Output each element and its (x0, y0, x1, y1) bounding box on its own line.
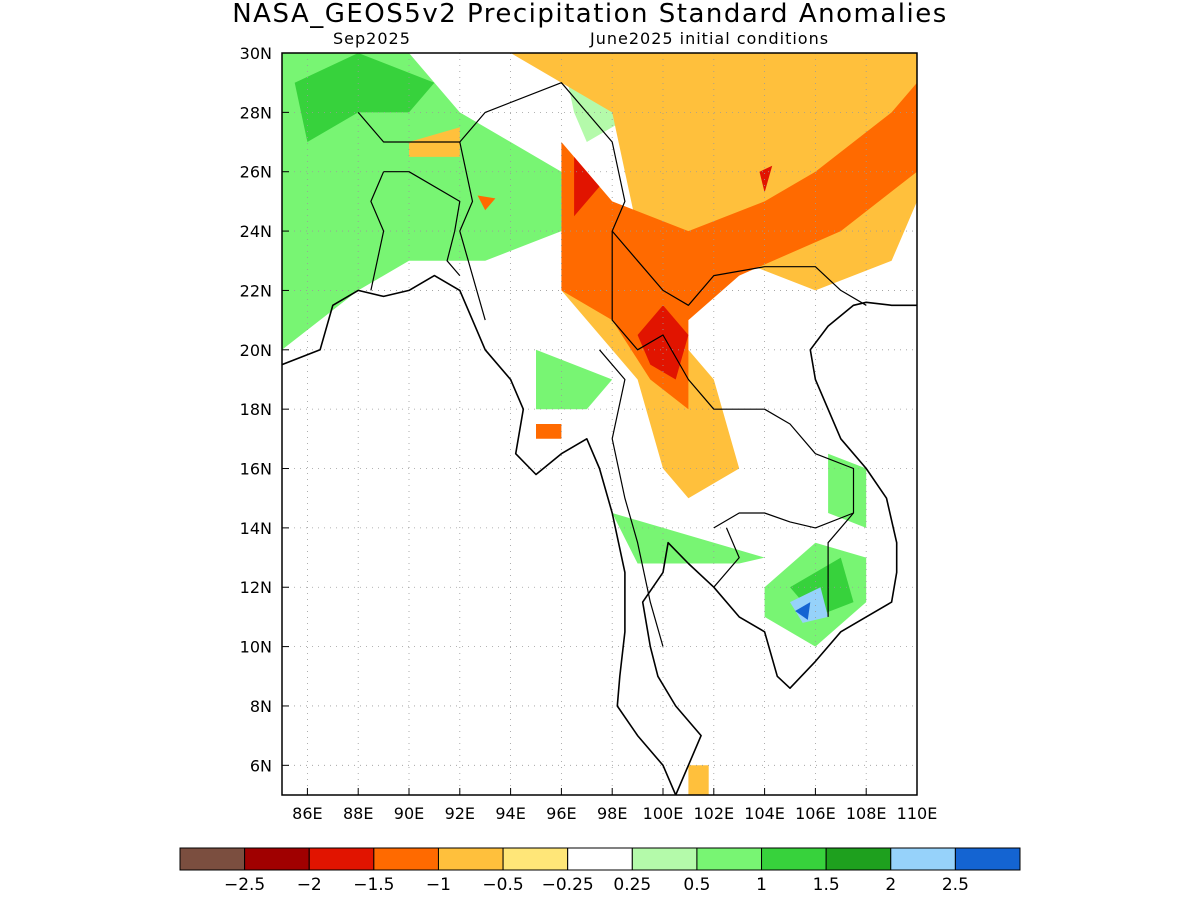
colorbar-swatch (825, 847, 892, 871)
anomaly-region-7 (795, 602, 811, 620)
lon-tick-label: 98E (597, 804, 627, 823)
colorbar-swatch (244, 847, 310, 871)
initial-conditions-label: June2025 initial conditions (590, 29, 830, 48)
lon-tick-label: 104E (744, 804, 785, 823)
anomaly-region-18 (477, 195, 496, 211)
border-6 (713, 512, 854, 529)
lat-tick-label: 10N (240, 638, 272, 657)
lat-tick-label: 24N (240, 222, 272, 241)
lon-tick-label: 88E (343, 804, 373, 823)
lon-tick-label: 100E (643, 804, 684, 823)
lat-tick-label: 22N (240, 281, 272, 300)
lat-tick-label: 28N (240, 103, 272, 122)
lat-tick-label: 8N (250, 697, 272, 716)
border-7 (713, 527, 740, 588)
anomaly-region-19 (688, 765, 709, 795)
colorbar-label: 2 (885, 875, 896, 895)
colorbar-label: −0.25 (542, 875, 594, 895)
anomaly-region-8 (828, 453, 867, 528)
colorbar-swatch (502, 847, 569, 871)
anomaly-region-2 (536, 349, 613, 410)
colorbar-swatch (954, 847, 1021, 871)
lon-tick-label: 96E (546, 804, 576, 823)
coastlines (282, 274, 917, 795)
lon-tick-label: 106E (795, 804, 836, 823)
border-2 (383, 171, 461, 276)
colorbar-swatch (567, 847, 633, 871)
colorbar-label: −2.5 (224, 875, 265, 895)
colorbar-swatch (696, 847, 763, 871)
colorbar-label: −0.5 (482, 875, 523, 895)
coastline-0 (282, 274, 677, 795)
lat-tick-label: 14N (240, 519, 272, 538)
anomaly-region-0 (282, 53, 562, 350)
colorbar-swatches (179, 847, 1021, 871)
anomaly-region-15 (759, 165, 773, 193)
lat-tick-label: 16N (240, 460, 272, 479)
colorbar-label: 1 (756, 875, 767, 895)
colorbar-label: 0.5 (683, 875, 710, 895)
lon-tick-label: 90E (394, 804, 424, 823)
anomaly-region-3 (612, 513, 765, 564)
latitude-axis: 6N 8N 10N 12N 14N 16N 18N 20N 22N 24N 26N 28N 30N (240, 44, 289, 775)
colorbar-swatch (179, 847, 246, 871)
colorbar-swatch (761, 847, 827, 871)
colorbar-label: 0.25 (613, 875, 651, 895)
country-borders (357, 82, 867, 647)
anomaly-region-16 (536, 424, 562, 439)
colorbar-label: 1.5 (813, 875, 840, 895)
lat-tick-label: 26N (240, 163, 272, 182)
lon-tick-label: 94E (495, 804, 525, 823)
lon-tick-label: 110E (897, 804, 938, 823)
lat-tick-label: 12N (240, 578, 272, 597)
colorbar-swatch (437, 847, 504, 871)
colorbar-swatch (373, 847, 439, 871)
border-5 (599, 349, 664, 647)
colorbar-label: 2.5 (942, 875, 969, 895)
anomaly-region-14 (637, 305, 689, 380)
colorbar-label: −1 (426, 875, 451, 895)
coastline-1 (641, 301, 917, 795)
lon-tick-label: 108E (846, 804, 887, 823)
border-3 (370, 171, 385, 291)
lat-tick-label: 20N (240, 341, 272, 360)
lon-tick-label: 92E (445, 804, 475, 823)
anomaly-region-13 (574, 156, 600, 217)
lon-tick-label: 102E (693, 804, 734, 823)
colorbar-labels: −2.5 −2 −1.5 −1 −0.5 −0.25 0.25 0.5 1 1.5 2 2.5 (224, 875, 969, 895)
colorbar-swatch (308, 847, 375, 871)
lat-tick-label: 18N (240, 400, 272, 419)
colorbar-label: −2 (297, 875, 322, 895)
lon-tick-label: 86E (292, 804, 322, 823)
colorbar-swatch (631, 847, 698, 871)
colorbar-label: −1.5 (353, 875, 394, 895)
lat-tick-label: 30N (240, 44, 272, 63)
anomaly-region-1 (294, 53, 435, 142)
forecast-month: Sep2025 (333, 29, 411, 48)
border-1 (459, 141, 486, 321)
lat-tick-label: 6N (250, 756, 272, 775)
colorbar-swatch (890, 847, 956, 871)
chart-title: NASA_GEOS5v2 Precipitation Standard Anom… (232, 0, 948, 29)
map-frame (281, 52, 918, 796)
longitude-axis: 86E 88E 90E 92E 94E 96E 98E 100E 102E 104E 106E 108… (292, 788, 937, 823)
